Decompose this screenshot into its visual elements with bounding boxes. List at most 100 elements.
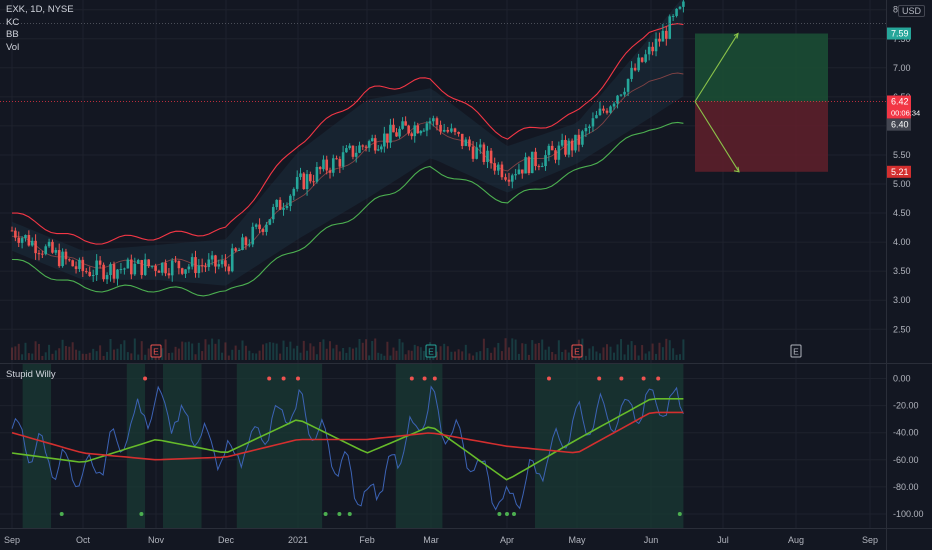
volume-bar <box>348 347 351 360</box>
oversold-dot <box>59 512 64 516</box>
volume-bar <box>54 350 57 360</box>
candle-body <box>471 146 475 159</box>
indicator-bb[interactable]: BB <box>6 29 19 40</box>
volume-bar <box>292 348 295 360</box>
subpanel-title[interactable]: Stupid Willy <box>6 369 56 380</box>
volume-bar <box>392 347 395 360</box>
volume-bar <box>443 343 446 360</box>
overbought-dot <box>619 376 624 381</box>
candle-body <box>442 129 446 132</box>
candle-body <box>154 265 157 271</box>
volume-bar <box>147 348 150 360</box>
oversold-dot <box>139 512 144 516</box>
volume-bar <box>244 345 247 360</box>
candle-body <box>637 57 640 71</box>
candle-body <box>305 174 309 190</box>
candle-body <box>95 260 98 276</box>
candle-body <box>244 237 248 246</box>
candle-body <box>345 148 348 153</box>
volume-bar <box>312 346 315 360</box>
volume-bar <box>407 350 410 360</box>
volume-bar <box>472 355 475 360</box>
volume-bar <box>174 346 177 360</box>
candle-body <box>130 259 133 275</box>
volume-bar <box>507 347 510 360</box>
candle-body <box>410 133 414 137</box>
candle-body <box>450 128 453 132</box>
candle-body <box>489 150 493 164</box>
volume-bar <box>329 341 332 360</box>
candle-body <box>623 91 626 95</box>
candle-body <box>354 152 358 157</box>
candle-body <box>432 118 435 122</box>
volume-bar <box>620 339 623 360</box>
time-tick-label: Oct <box>76 535 91 545</box>
time-tick-label: Jul <box>717 535 729 545</box>
volume-bar <box>119 344 122 360</box>
volume-bar <box>227 355 230 360</box>
symbol-title[interactable]: EXK, 1D, NYSE <box>6 4 74 15</box>
candle-body <box>214 255 217 267</box>
candle-body <box>322 159 325 170</box>
candle-body <box>574 134 577 151</box>
candle-body <box>605 110 609 113</box>
candle-body <box>268 219 272 225</box>
volume-bar <box>383 355 386 360</box>
oversold-zone <box>236 364 323 528</box>
volume-bar <box>490 352 493 360</box>
volume-bar <box>325 348 328 360</box>
volume-bar <box>351 348 354 360</box>
volume-bar <box>171 352 174 360</box>
candle-body <box>47 241 51 247</box>
candle-body <box>633 67 637 71</box>
overbought-dot <box>656 376 661 381</box>
candle-body <box>602 108 605 111</box>
price-tag-last <box>887 95 911 108</box>
candle-body <box>34 240 37 254</box>
volume-bar <box>457 349 460 360</box>
volume-bar <box>551 351 554 360</box>
candle-body <box>361 145 365 147</box>
volume-bar <box>207 344 210 360</box>
time-tick-label: Feb <box>359 535 375 545</box>
candle-body <box>668 16 672 39</box>
volume-bar <box>184 342 187 360</box>
keltner-channel-fill <box>12 0 684 286</box>
volume-bar <box>588 348 591 360</box>
candle-body <box>577 134 581 145</box>
indicator-vol[interactable]: Vol <box>6 41 20 53</box>
candle-body <box>126 259 130 269</box>
oversold-dot <box>677 512 682 516</box>
volume-bar <box>661 347 664 360</box>
bear-projection-arrow <box>694 101 740 173</box>
volume-bar <box>24 342 27 360</box>
candle-body <box>453 128 457 132</box>
candle-body <box>10 230 14 232</box>
volume-bar <box>665 338 668 360</box>
candle-body <box>425 123 429 131</box>
volume-bar <box>88 352 91 360</box>
price-tick-label: 5.50 <box>893 150 911 160</box>
candle-body <box>261 229 265 232</box>
volume-bar <box>544 349 547 360</box>
candle-body <box>258 224 261 230</box>
volume-bar <box>61 339 64 360</box>
candle-body <box>200 265 204 267</box>
volume-bar <box>255 353 258 360</box>
candle-body <box>133 263 137 275</box>
candle-body <box>275 199 278 208</box>
volume-bar <box>197 342 200 360</box>
volume-bar <box>258 350 261 360</box>
currency-badge[interactable]: USD <box>898 5 926 17</box>
oversold-zone <box>163 364 202 528</box>
volume-bar <box>319 341 322 360</box>
volume-bar <box>299 352 302 360</box>
candle-body <box>550 145 554 151</box>
volume-bar <box>672 348 675 360</box>
candle-body <box>309 174 312 182</box>
volume-bar <box>309 343 312 360</box>
overbought-dot <box>641 376 646 381</box>
indicator-kc[interactable]: KC <box>6 16 20 28</box>
volume-bar <box>95 351 98 360</box>
